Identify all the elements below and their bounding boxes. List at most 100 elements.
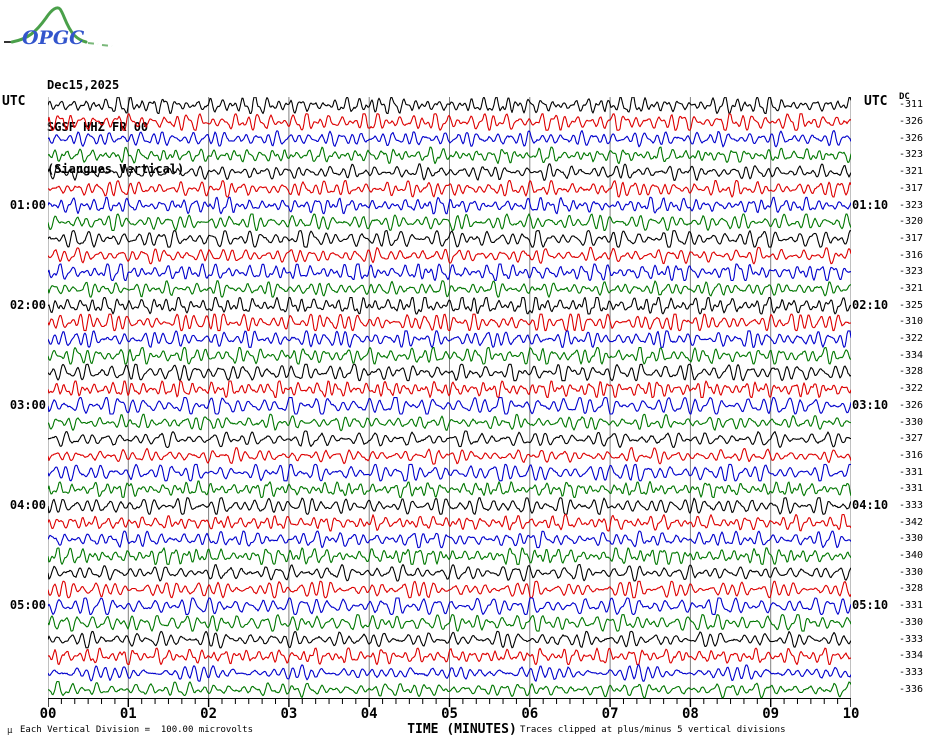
dc-value: -327 [899,433,924,445]
seismic-trace-row [48,163,851,181]
seismic-trace-row [48,597,851,615]
x-tick-label: 02 [200,706,218,722]
dc-value: -331 [899,466,924,478]
left-time-label: 01:00 [9,197,46,212]
dc-value: -330 [899,533,924,545]
seismic-trace-row [48,280,851,298]
dc-column-header: DC [899,92,910,102]
dc-value: -340 [899,550,924,562]
seismic-trace-row [48,180,851,198]
dc-value: -316 [899,449,924,461]
dc-value: -322 [899,383,924,395]
right-time-label: 02:10 [852,297,889,312]
right-time-label: 04:10 [852,498,889,512]
dc-value: -326 [899,116,924,128]
dc-value: -328 [899,366,924,378]
dc-value: -317 [899,232,924,244]
x-tick-label: 10 [842,706,860,722]
dc-value: -330 [899,416,924,428]
opgc-logo: OPGC [4,6,113,49]
seismic-trace-row [48,413,851,432]
dc-value: -342 [899,516,924,528]
micro-symbol: μ [7,726,13,736]
left-time-label: 02:00 [9,297,46,312]
seismic-trace-row [48,580,851,599]
x-axis-title: TIME (MINUTES) [407,722,517,737]
dc-value: -330 [899,566,924,578]
dc-value: -333 [899,666,924,678]
logo-mountain-curve [10,6,88,44]
x-tick-label: 05 [441,706,458,722]
dc-value: -333 [899,500,924,511]
right-time-label: 01:10 [852,197,889,212]
x-tick-label: 07 [601,706,619,722]
seismic-trace-row [48,213,851,231]
dc-value: -326 [899,399,924,411]
seismic-trace-row [48,330,851,348]
x-tick-label: 01 [119,706,137,722]
logo-text: OPGC [22,27,84,49]
x-tick-label: 04 [360,706,378,722]
dc-value: -333 [899,633,924,645]
seismic-trace-row [48,263,851,282]
dc-value: -325 [899,299,924,311]
dc-value: -323 [899,149,924,161]
seismic-trace-row [48,146,851,165]
seismic-trace-row [48,564,851,582]
x-tick-label: 09 [762,706,780,722]
seismogram-plot [48,97,851,707]
dc-value: -321 [899,282,924,294]
seismic-trace-row [48,614,851,632]
x-tick-label: 00 [39,706,57,722]
dc-value: -323 [899,199,924,211]
seismic-trace-row [48,230,851,248]
left-time-label: 03:00 [9,397,46,412]
utc-label-right: UTC [864,94,888,109]
dc-value: -336 [899,683,924,695]
seismic-trace-row [48,480,851,499]
dc-value: -328 [899,583,924,595]
dc-value: -334 [899,650,924,662]
left-time-label: 05:00 [9,598,46,613]
x-tick-label: 03 [280,706,298,722]
seismic-trace-row [48,547,851,565]
seismic-trace-row [48,647,851,666]
x-tick-label: 06 [521,706,539,722]
x-tick-label: 08 [681,706,699,722]
seismic-trace-row [48,296,851,315]
dc-value: -322 [899,333,924,345]
seismic-trace-row [48,129,851,148]
seismic-trace-row [48,380,851,398]
seismic-trace-row [48,463,851,482]
seismic-trace-row [48,513,851,532]
right-time-label: 03:10 [852,397,889,412]
seismic-trace-row [48,630,851,649]
dc-value: -331 [899,600,924,612]
dc-value: -310 [899,316,924,328]
footer-clip-note: Traces clipped at plus/minus 5 vertical … [520,725,786,735]
dc-value: -321 [899,166,924,178]
dc-value: -331 [899,483,924,495]
seismic-trace-row [48,530,851,549]
header-date: Dec15,2025 [47,78,120,92]
dc-value: -320 [899,216,924,228]
seismic-trace-row [48,313,851,332]
dc-value: -323 [899,266,924,278]
seismic-trace-row [48,113,851,131]
dc-value: -311 [899,99,924,111]
seismic-trace-row [48,196,851,215]
logo-right-dashes [87,42,113,47]
right-time-label: 05:10 [852,598,889,613]
seismic-trace-row [48,430,851,448]
seismic-trace-row [48,680,851,699]
utc-label-left: UTC [2,94,26,109]
seismic-trace-row [48,363,851,382]
left-time-label: 04:00 [9,498,46,512]
seismic-trace-row [48,664,851,682]
footer-scale-note: Each Vertical Division = 100.00 microvol… [20,725,253,735]
dc-value: -326 [899,132,924,144]
dc-value: -317 [899,182,924,194]
seismic-trace-row [48,246,851,265]
seismic-trace-row [48,497,851,515]
